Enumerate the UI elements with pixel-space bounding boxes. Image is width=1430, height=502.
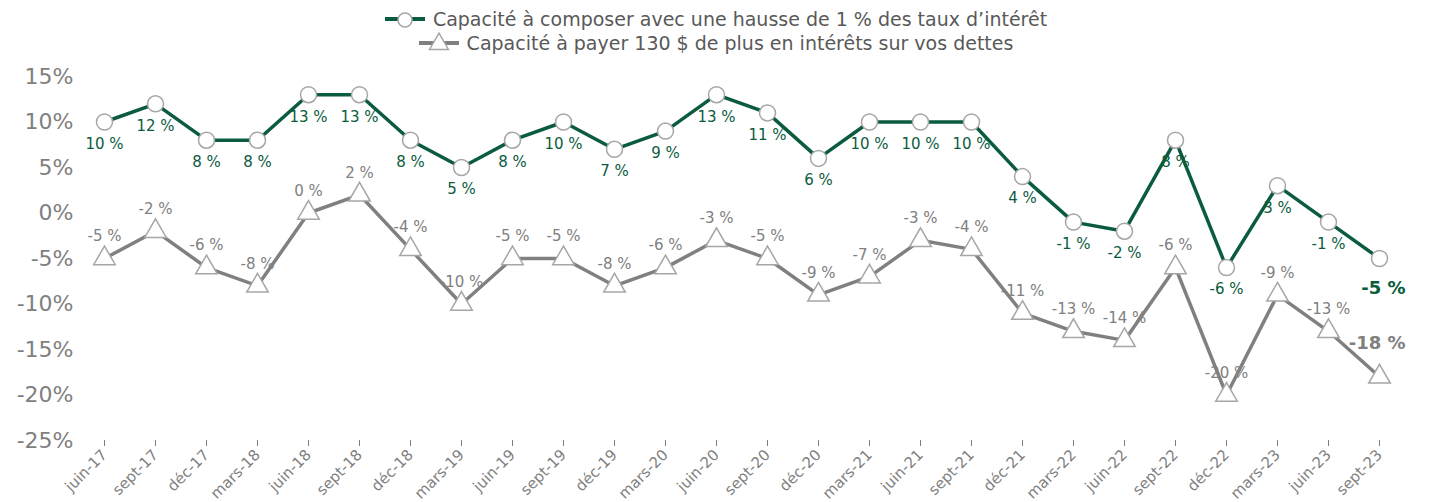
svg-text:déc-20: déc-20 [776, 446, 825, 495]
svg-text:sept-20: sept-20 [721, 446, 774, 499]
svg-text:8 %: 8 % [243, 153, 272, 171]
svg-text:10 %: 10 % [850, 135, 888, 153]
svg-text:0%: 0% [39, 200, 74, 225]
svg-text:6 %: 6 % [804, 171, 833, 189]
svg-text:juin-20: juin-20 [673, 446, 723, 496]
svg-text:-5 %: -5 % [751, 227, 785, 245]
svg-text:déc-22: déc-22 [1184, 446, 1233, 495]
svg-text:3 %: 3 % [1263, 199, 1292, 217]
svg-text:4 %: 4 % [1008, 189, 1037, 207]
svg-text:-1 %: -1 % [1057, 235, 1091, 253]
svg-text:7 %: 7 % [600, 162, 629, 180]
svg-text:10 %: 10 % [901, 135, 939, 153]
svg-text:-13 %: -13 % [1052, 300, 1096, 318]
svg-text:-13 %: -13 % [1307, 300, 1351, 318]
svg-text:mars-18: mars-18 [207, 446, 264, 502]
svg-text:-15%: -15% [17, 337, 74, 362]
svg-text:-25%: -25% [17, 428, 74, 453]
svg-text:0 %: 0 % [294, 182, 323, 200]
svg-text:juin-23: juin-23 [1285, 446, 1335, 496]
svg-text:8 %: 8 % [1161, 153, 1190, 171]
svg-text:-20%: -20% [17, 382, 74, 407]
svg-text:8 %: 8 % [396, 153, 425, 171]
svg-text:-2 %: -2 % [139, 200, 173, 218]
svg-text:10%: 10% [25, 109, 74, 134]
svg-text:sept-18: sept-18 [313, 446, 366, 499]
svg-text:déc-17: déc-17 [164, 446, 213, 495]
svg-text:juin-22: juin-22 [1081, 446, 1131, 496]
svg-text:juin-17: juin-17 [61, 446, 111, 496]
svg-text:9 %: 9 % [651, 144, 680, 162]
svg-text:-5 %: -5 % [88, 227, 122, 245]
svg-text:déc-18: déc-18 [368, 446, 417, 495]
svg-text:8 %: 8 % [192, 153, 221, 171]
svg-text:13 %: 13 % [340, 108, 378, 126]
svg-text:-11 %: -11 % [1001, 282, 1045, 300]
svg-text:mars-23: mars-23 [1227, 446, 1284, 502]
svg-text:sept-17: sept-17 [109, 446, 162, 499]
svg-text:13 %: 13 % [697, 108, 735, 126]
svg-text:10 %: 10 % [85, 135, 123, 153]
svg-text:-6 %: -6 % [190, 236, 224, 254]
svg-text:12 %: 12 % [136, 117, 174, 135]
svg-text:mars-19: mars-19 [411, 446, 468, 502]
svg-text:mars-22: mars-22 [1023, 446, 1080, 502]
svg-text:sept-19: sept-19 [517, 446, 570, 499]
svg-text:-8 %: -8 % [241, 255, 275, 273]
svg-text:-14 %: -14 % [1103, 309, 1147, 327]
svg-text:-5 %: -5 % [547, 227, 581, 245]
svg-text:5 %: 5 % [447, 180, 476, 198]
svg-text:mars-21: mars-21 [819, 446, 876, 502]
html-text:Capacité à composer avec une h: Capacité à composer avec une hausse de 1… [432, 8, 1048, 30]
html-text:Capacité à payer 130 $ de plus: Capacité à payer 130 $ de plus en intérê… [466, 32, 1014, 54]
svg-text:déc-21: déc-21 [980, 446, 1029, 495]
svg-text:juin-21: juin-21 [877, 446, 927, 496]
svg-text:juin-19: juin-19 [469, 446, 519, 496]
svg-text:-5%: -5% [31, 246, 74, 271]
svg-text:-6 %: -6 % [649, 236, 683, 254]
svg-text:-20 %: -20 % [1205, 364, 1249, 382]
svg-text:-18 %: -18 % [1349, 332, 1406, 353]
svg-text:-5 %: -5 % [1361, 277, 1405, 298]
svg-text:mars-20: mars-20 [615, 446, 672, 502]
svg-text:-3 %: -3 % [904, 209, 938, 227]
svg-text:déc-19: déc-19 [572, 446, 621, 495]
svg-text:-4 %: -4 % [955, 218, 989, 236]
svg-text:-3 %: -3 % [700, 209, 734, 227]
svg-text:-9 %: -9 % [802, 264, 836, 282]
svg-text:-2 %: -2 % [1108, 244, 1142, 262]
svg-text:2 %: 2 % [345, 164, 374, 182]
svg-text:10 %: 10 % [544, 135, 582, 153]
svg-text:sept-21: sept-21 [925, 446, 978, 499]
svg-text:-10 %: -10 % [440, 273, 484, 291]
svg-text:sept-22: sept-22 [1129, 446, 1182, 499]
svg-text:-5 %: -5 % [496, 227, 530, 245]
svg-text:-6 %: -6 % [1210, 280, 1244, 298]
svg-text:juin-18: juin-18 [265, 446, 315, 496]
svg-text:-4 %: -4 % [394, 218, 428, 236]
svg-text:10 %: 10 % [952, 135, 990, 153]
svg-text:8 %: 8 % [498, 153, 527, 171]
svg-text:-9 %: -9 % [1261, 264, 1295, 282]
svg-text:-6 %: -6 % [1159, 236, 1193, 254]
svg-text:-1 %: -1 % [1312, 235, 1346, 253]
svg-text:5%: 5% [39, 155, 74, 180]
svg-text:-10%: -10% [17, 291, 74, 316]
svg-text:13 %: 13 % [289, 108, 327, 126]
svg-text:sept-23: sept-23 [1333, 446, 1386, 499]
svg-text:-7 %: -7 % [853, 246, 887, 264]
svg-text:-8 %: -8 % [598, 255, 632, 273]
svg-text:15%: 15% [25, 64, 74, 89]
svg-text:11 %: 11 % [748, 126, 786, 144]
